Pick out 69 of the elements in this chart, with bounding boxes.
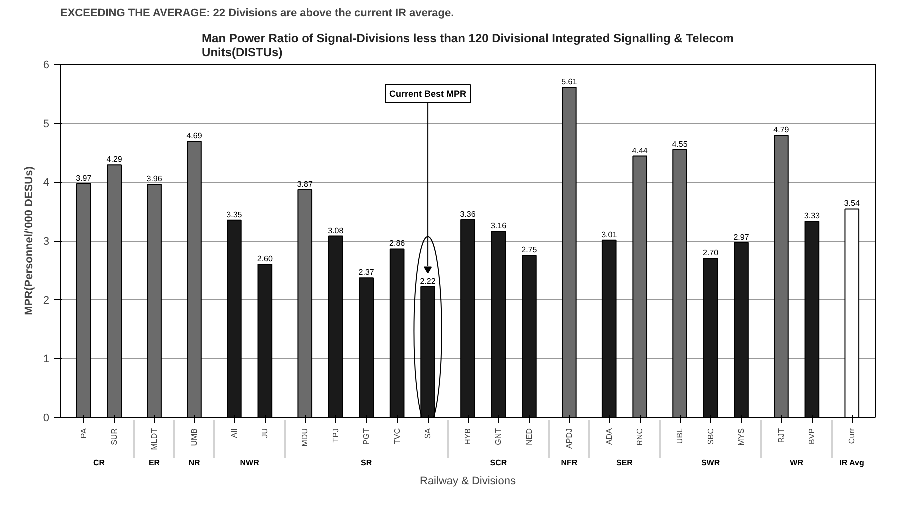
data-label: 2.70	[702, 248, 720, 258]
text: WR	[790, 458, 804, 468]
data-label: 4.29	[106, 155, 123, 164]
x-tick-label: ADA	[604, 428, 614, 445]
text: SR	[361, 458, 372, 468]
x-tick-label: RJT	[776, 428, 786, 444]
data-label: 2.75	[522, 246, 538, 255]
y-tick-label: 6	[43, 60, 50, 72]
x-tick-label: GNT	[494, 428, 504, 446]
chart-title: Man Power Ratio of Signal-Divisions less than 120 Divisional Integrated Signalling & Telecom Units(DISTUs)	[202, 32, 734, 60]
data-label: 4.44	[632, 146, 648, 156]
data-label: 3.16	[490, 222, 508, 231]
text: NFR	[561, 458, 578, 468]
data-label: 5.61	[562, 77, 578, 86]
x-tick-label: MYS	[737, 428, 746, 446]
text: SWR	[701, 458, 720, 468]
x-tick-label: AII	[230, 428, 239, 438]
x-tick-label: SA	[424, 428, 433, 440]
data-label: 3.54	[844, 199, 860, 208]
x-tick-label: RNC	[636, 428, 645, 446]
text: SER	[616, 458, 634, 468]
y-tick-label: 2	[43, 294, 50, 307]
data-label: 3.87	[297, 180, 314, 189]
x-tick-label: APDJ	[564, 428, 574, 449]
x-tick-label: PGT	[362, 428, 372, 445]
data-label: 2.97	[734, 232, 750, 242]
data-label: 3.33	[804, 212, 821, 221]
text: CR	[93, 458, 106, 468]
x-tick-label: MLDT	[150, 428, 160, 450]
data-label: 3.01	[602, 230, 618, 240]
data-label: 3.97	[76, 174, 92, 183]
x-tick-label: SUR	[110, 428, 120, 446]
y-tick-label: 3	[43, 236, 50, 248]
x-tick-label: MDU	[300, 428, 310, 447]
y-axis-title: MPR(Personnel/'000 DESUs)	[23, 166, 36, 316]
data-label: 4.79	[774, 126, 790, 135]
y-tick-label: 5	[43, 118, 50, 130]
data-label: 4.55	[672, 140, 688, 149]
data-label: 3.08	[328, 226, 344, 236]
y-tick-label: 0	[43, 412, 50, 424]
x-tick-label: UBL	[676, 428, 685, 444]
data-label: 2.22	[420, 276, 436, 286]
x-tick-label: Curr	[848, 428, 857, 444]
x-tick-label: BVP	[808, 428, 817, 445]
annotation: Current Best MPR	[390, 88, 468, 99]
data-label: 4.69	[186, 132, 203, 141]
x-tick-label: TPJ	[331, 428, 340, 443]
x-tick-label: HYB	[464, 428, 472, 445]
data-label: 2.37	[358, 268, 375, 278]
x-tick-label: SBC	[706, 428, 716, 445]
text: IR Avg	[840, 458, 864, 468]
x-tick-label: UMB	[190, 428, 199, 446]
y-tick-label: 1	[43, 354, 50, 366]
data-label: 3.96	[146, 174, 163, 184]
text: EXCEEDING THE AVERAGE: 22 Divisions are above the current IR average.	[60, 8, 454, 20]
data-label: 2.60	[257, 254, 274, 264]
text: NWR	[240, 458, 260, 468]
x-tick-label: JU	[260, 428, 270, 438]
x-tick-label: NED	[524, 428, 534, 446]
x-tick-label: PA	[79, 428, 88, 439]
x-axis-title: Railway & Divisions	[420, 475, 516, 488]
data-label: 2.86	[390, 239, 406, 248]
data-label: 3.35	[226, 210, 243, 220]
x-tick-label: TVC	[392, 428, 402, 444]
text: SCR	[490, 458, 508, 468]
data-label: 3.36	[460, 210, 476, 219]
text: ER	[148, 458, 160, 468]
text: NR	[188, 458, 200, 468]
y-tick-label: 4	[43, 177, 50, 190]
